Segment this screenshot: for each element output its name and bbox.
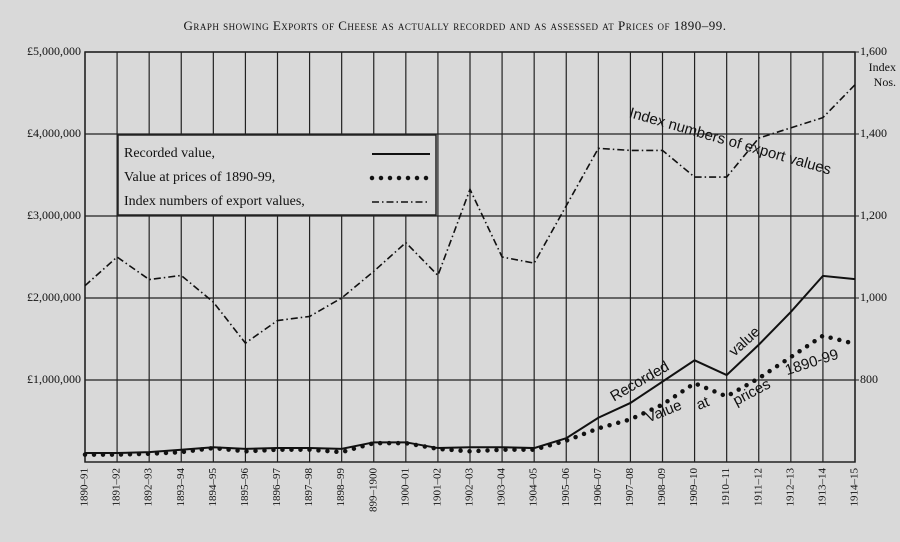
y-tick-label: £2,000,000 [27,290,81,304]
legend: Recorded value, Value at prices of 1890-9… [117,134,437,216]
x-tick-label: 1896–97 [271,468,283,507]
x-tick-label: 1903–04 [496,468,508,507]
y2-axis-label: Index [869,60,896,74]
series-line [84,84,856,345]
x-tick-label: 1891–92 [111,468,123,507]
y-tick-label: £4,000,000 [27,126,81,140]
annotation: 1890-99 [783,346,841,379]
y-tick-label: £3,000,000 [27,208,81,222]
x-tick-label: 1894–95 [207,468,219,507]
x-tick-label: 1898–99 [335,468,347,507]
annotation: Index numbers of export values [627,104,833,178]
x-tick-label: 1911–12 [752,468,764,506]
x-tick-label: 1905–06 [560,468,572,507]
legend-label: Index numbers of export values, [124,194,305,209]
x-tick-label: 1902–03 [464,468,476,507]
x-tick-label: 1900–01 [399,468,411,507]
x-tick-label: 1912–13 [784,468,796,507]
series-line [85,274,856,454]
x-tick-label: 1913–14 [816,468,828,507]
y2-tick-label: 1,000 [860,290,887,304]
y2-tick-label: 1,400 [860,126,887,140]
x-tick-label: 1910–11 [720,468,732,506]
y2-tick-label: 1,200 [860,208,887,222]
annotation: value [726,323,764,360]
x-tick-label: 1897–98 [303,468,315,507]
x-tick-label: 1892–93 [143,468,155,507]
annotation: Value [643,397,684,427]
x-tick-label: 899–1900 [367,468,379,513]
x-tick-label: 1908–09 [656,468,668,507]
y2-tick-label: 800 [860,372,878,386]
y2-tick-label: 1,600 [860,44,887,58]
x-tick-label: 1901–02 [431,468,443,507]
x-tick-label: 1890–91 [79,468,91,507]
x-tick-label: 1904–05 [528,468,540,507]
annotation: at [694,393,713,414]
y-tick-label: £5,000,000 [27,44,81,58]
x-tick-label: 1907–08 [624,468,636,507]
x-tick-label: 1906–07 [592,468,604,507]
x-tick-label: 1909–10 [688,468,700,507]
y-tick-label: £1,000,000 [27,372,81,386]
chart-title: Graph showing Exports of Cheese as actua… [183,18,726,33]
series-line [82,333,858,457]
annotation: prices [730,376,773,410]
x-tick-label: 1895–96 [239,468,251,507]
x-tick-label: 1893–94 [175,468,187,507]
x-tick-label: 1914–15 [849,468,861,507]
legend-label: Recorded value, [124,146,215,161]
legend-label: Value at prices of 1890-99, [124,170,275,185]
y2-axis-label: Nos. [874,75,896,89]
